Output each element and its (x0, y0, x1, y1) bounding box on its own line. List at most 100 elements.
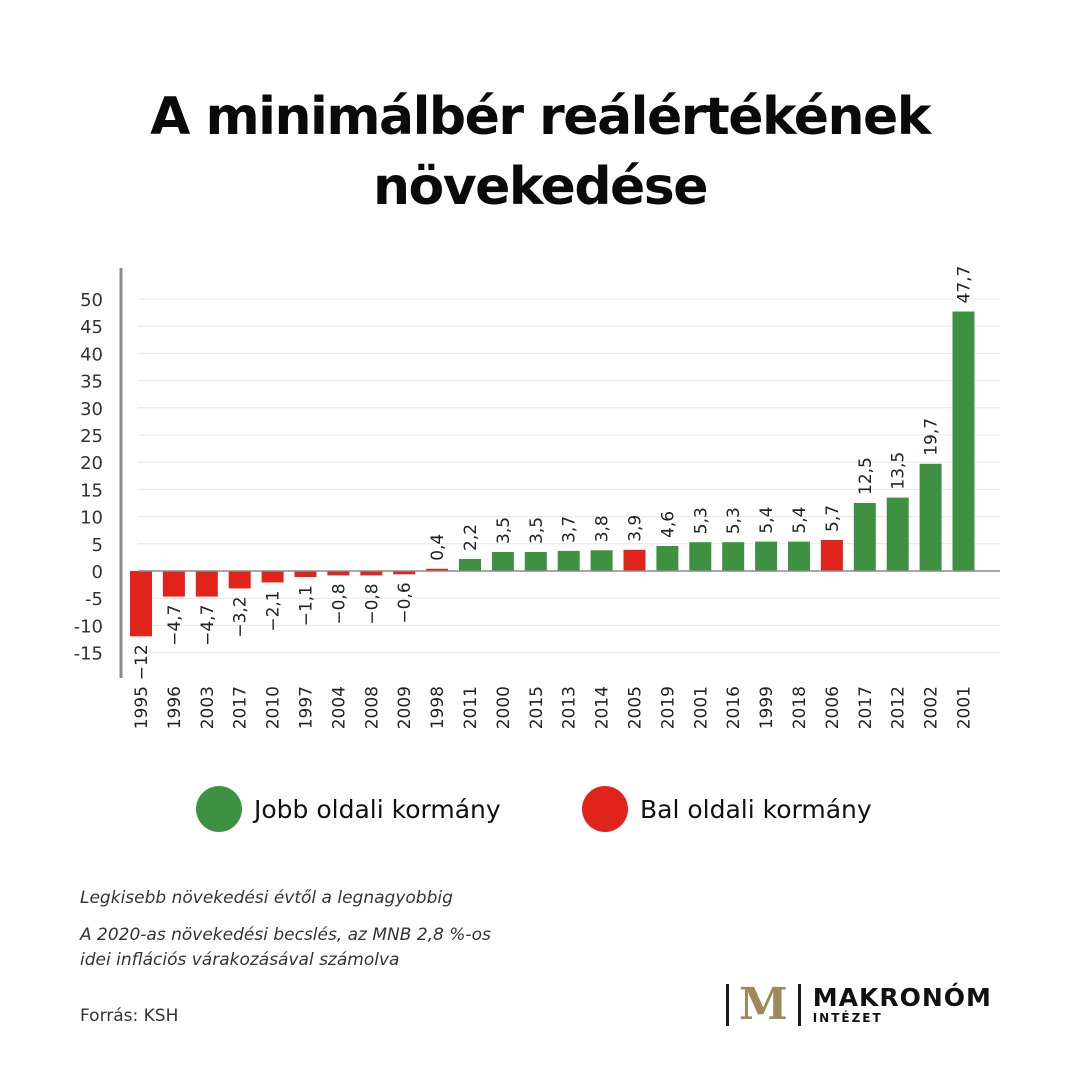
x-tick-label: 2019 (658, 686, 678, 729)
title-line-1: A minimálbér reálértékének (150, 87, 931, 147)
data-label: 5,3 (691, 507, 711, 534)
logo-mark: M (739, 979, 788, 1030)
bar (623, 549, 646, 571)
x-tick-label: 1998 (428, 686, 448, 729)
y-tick-label: 50 (80, 290, 103, 311)
data-label: 19,7 (922, 418, 942, 456)
makronom-logo: M MAKRONÓM INTÉZET (726, 982, 992, 1028)
y-tick-label: 30 (80, 399, 103, 420)
x-tick-label: 2011 (461, 686, 481, 729)
data-label: −0,8 (329, 583, 349, 624)
data-label: 5,4 (757, 507, 777, 534)
y-tick-label: 35 (80, 372, 103, 393)
x-tick-label: 2018 (790, 686, 810, 729)
x-tick-label: 2014 (593, 686, 613, 729)
x-tick-label: 2013 (560, 686, 580, 729)
bar (360, 571, 383, 576)
logo-divider-left (726, 984, 729, 1026)
data-label: 3,5 (527, 517, 547, 544)
y-tick-label: 40 (80, 344, 103, 365)
bar (524, 552, 547, 571)
data-label: −1,1 (297, 585, 317, 626)
bar (393, 571, 416, 575)
data-label: 5,4 (790, 507, 810, 534)
x-tick-label: 2001 (691, 686, 711, 729)
logo-divider-right (797, 984, 801, 1026)
x-axis-tick-labels: 1995 1996 2003 2017 2010 1997 2004 2008 2009 1998… (132, 686, 975, 729)
bar (228, 571, 251, 589)
x-tick-label: 2015 (527, 686, 547, 729)
bar (491, 552, 514, 571)
legend-swatch-bal (582, 786, 628, 832)
x-tick-label: 2003 (198, 686, 218, 729)
chart-legend: Jobb oldali kormány Bal oldali kormány (0, 786, 1080, 842)
data-label: 13,5 (889, 452, 909, 490)
logo-name: MAKRONÓM (812, 983, 992, 1012)
x-tick-label: 2017 (856, 686, 876, 729)
bar (261, 571, 284, 583)
data-label: 0,4 (428, 534, 448, 561)
x-tick-label: 1995 (132, 686, 152, 729)
note-estimate-line-2: idei inflációs várakozásával számolva (80, 950, 400, 970)
y-tick-label: 5 (92, 535, 103, 556)
y-tick-label: 45 (80, 317, 103, 338)
data-label: 4,6 (658, 511, 678, 538)
bar (195, 571, 218, 597)
bar (689, 542, 712, 571)
data-label: −3,2 (231, 596, 251, 637)
bar (590, 550, 613, 571)
logo-subtitle: INTÉZET (812, 1011, 883, 1025)
y-tick-label: 20 (80, 453, 103, 474)
chart-notes: Legkisebb növekedési évtől a legnagyobbi… (80, 886, 600, 973)
data-label: 3,8 (593, 515, 613, 542)
bar (459, 559, 481, 571)
data-label: 12,5 (856, 457, 876, 495)
note-estimate: A 2020-as növekedési becslés, az MNB 2,8… (80, 923, 600, 973)
legend-label-jobb: Jobb oldali kormány (254, 794, 501, 824)
data-label: −4,7 (165, 605, 185, 646)
note-sort-order: Legkisebb növekedési évtől a legnagyobbi… (80, 888, 453, 908)
x-tick-label: 1999 (757, 686, 777, 729)
data-labels: −12 −4,7 −4,7 −3,2 −2,1 −1,1 −0,8 −0,8 −0,6 0,4 2,… (132, 266, 975, 681)
legend-item-jobb: Jobb oldali kormány (196, 786, 501, 832)
bar (426, 568, 449, 571)
data-label: −0,6 (395, 582, 415, 623)
x-tick-label: 1996 (165, 686, 185, 729)
data-label: 5,7 (823, 505, 843, 532)
bar (788, 541, 810, 571)
bar (853, 503, 876, 571)
bar (722, 542, 745, 571)
x-tick-label: 2005 (626, 686, 646, 729)
bar (130, 571, 152, 637)
data-label: 47,7 (955, 266, 975, 304)
x-tick-label: 2016 (724, 686, 744, 729)
y-tick-label: -5 (85, 589, 103, 610)
note-estimate-line-1: A 2020-as növekedési becslés, az MNB 2,8… (80, 925, 491, 945)
data-label: 3,5 (494, 517, 514, 544)
data-label: 3,7 (560, 516, 580, 543)
x-tick-label: 2006 (823, 686, 843, 729)
bar (162, 571, 185, 597)
bar (327, 571, 350, 576)
title-line-2: növekedése (372, 157, 709, 217)
y-tick-label: 15 (80, 480, 103, 501)
bar (656, 546, 679, 571)
y-tick-label: -10 (74, 616, 103, 637)
page-title: A minimálbér reálértékének növekedése (40, 82, 1040, 222)
x-tick-label: 2001 (955, 686, 975, 729)
y-tick-label: 10 (80, 508, 103, 529)
bars (130, 311, 1000, 637)
logo-wordmark: MAKRONÓM INTÉZET (812, 983, 992, 1026)
bar (952, 311, 975, 571)
x-tick-label: 2004 (329, 686, 349, 729)
data-label: 3,9 (626, 515, 646, 542)
x-tick-label: 2008 (362, 686, 382, 729)
x-tick-label: 2000 (494, 686, 514, 729)
data-label: 2,2 (461, 524, 481, 551)
x-tick-label: 2017 (231, 686, 251, 729)
data-label: −12 (132, 644, 152, 680)
source-note: Forrás: KSH (80, 1006, 179, 1026)
bar (557, 550, 580, 571)
